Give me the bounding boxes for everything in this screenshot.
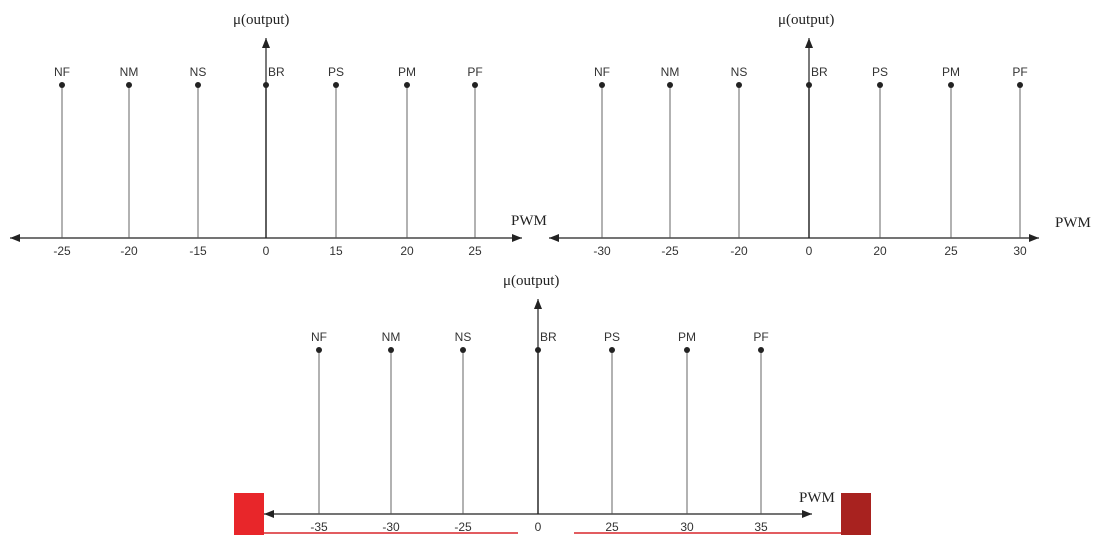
x-tick-label: -20: [120, 244, 138, 258]
x-tick-label: -15: [189, 244, 207, 258]
marker-ns: [195, 82, 201, 88]
x-axis-title: PWM: [1055, 215, 1091, 231]
marker-ps: [333, 82, 339, 88]
marker-pm: [404, 82, 410, 88]
marker-br: [806, 82, 812, 88]
x-tick-label: 20: [873, 244, 887, 258]
x-tick-label: -25: [53, 244, 71, 258]
y-axis-arrow: [534, 299, 542, 309]
set-label-nf: NF: [54, 65, 70, 79]
red-block-right: [841, 493, 871, 535]
set-label-nm: NM: [382, 330, 401, 344]
set-label-ns: NS: [455, 330, 472, 344]
chart-panel-1: μ(output) PWM NF -25 NM -20 NS -15 BR 0 PS 15 PM 20 PF…: [10, 12, 547, 258]
marker-ps: [877, 82, 883, 88]
x-tick-label: 0: [263, 244, 270, 258]
marker-nf: [599, 82, 605, 88]
x-tick-label: 0: [806, 244, 813, 258]
marker-pm: [684, 347, 690, 353]
set-label-nm: NM: [661, 65, 680, 79]
y-axis-title: μ(output): [233, 12, 289, 28]
marker-ns: [460, 347, 466, 353]
x-axis-right-arrow: [512, 234, 522, 242]
marker-br: [263, 82, 269, 88]
set-label-br: BR: [811, 65, 828, 79]
set-label-pm: PM: [678, 330, 696, 344]
red-block-left: [234, 493, 264, 535]
set-label-ns: NS: [731, 65, 748, 79]
marker-ps: [609, 347, 615, 353]
x-axis-left-arrow: [10, 234, 20, 242]
marker-nm: [126, 82, 132, 88]
set-label-pf: PF: [1012, 65, 1027, 79]
y-axis-title: μ(output): [503, 273, 559, 289]
marker-pm: [948, 82, 954, 88]
marker-nf: [59, 82, 65, 88]
x-tick-label: -25: [661, 244, 679, 258]
set-label-br: BR: [268, 65, 285, 79]
marker-pf: [472, 82, 478, 88]
x-tick-label: 20: [400, 244, 414, 258]
set-label-ps: PS: [604, 330, 620, 344]
marker-nm: [667, 82, 673, 88]
set-label-ns: NS: [190, 65, 207, 79]
set-label-pf: PF: [467, 65, 482, 79]
set-label-nf: NF: [311, 330, 327, 344]
y-axis-arrow: [805, 38, 813, 48]
x-tick-label: -20: [730, 244, 748, 258]
x-tick-label: 25: [944, 244, 958, 258]
chart-panel-3: μ(output) PWM NF -35 NM -30 NS -25 BR 0 PS 25 PM 30 PF…: [264, 273, 835, 534]
x-tick-label: -25: [454, 520, 472, 534]
x-axis-left-arrow: [264, 510, 274, 518]
marker-pf: [758, 347, 764, 353]
x-tick-label: 35: [754, 520, 768, 534]
marker-br: [535, 347, 541, 353]
chart-panel-2: μ(output) PWM NF -30 NM -25 NS -20 BR 0 PS 20 PM 25 PF…: [549, 12, 1091, 258]
x-tick-label: 30: [680, 520, 694, 534]
x-axis-right-arrow: [802, 510, 812, 518]
set-label-br: BR: [540, 330, 557, 344]
set-label-pm: PM: [398, 65, 416, 79]
x-axis-right-arrow: [1029, 234, 1039, 242]
set-label-ps: PS: [872, 65, 888, 79]
set-label-pf: PF: [753, 330, 768, 344]
x-tick-label: -35: [310, 520, 328, 534]
y-axis-arrow: [262, 38, 270, 48]
x-tick-label: 0: [535, 520, 542, 534]
set-label-pm: PM: [942, 65, 960, 79]
marker-nf: [316, 347, 322, 353]
set-label-nm: NM: [120, 65, 139, 79]
x-tick-label: 25: [468, 244, 482, 258]
x-tick-label: 25: [605, 520, 619, 534]
set-label-ps: PS: [328, 65, 344, 79]
x-axis-title: PWM: [799, 490, 835, 506]
set-label-nf: NF: [594, 65, 610, 79]
x-tick-label: -30: [382, 520, 400, 534]
marker-pf: [1017, 82, 1023, 88]
marker-ns: [736, 82, 742, 88]
x-tick-label: 30: [1013, 244, 1027, 258]
x-axis-title: PWM: [511, 213, 547, 229]
x-axis-left-arrow: [549, 234, 559, 242]
y-axis-title: μ(output): [778, 12, 834, 28]
x-tick-label: -30: [593, 244, 611, 258]
marker-nm: [388, 347, 394, 353]
x-tick-label: 15: [329, 244, 343, 258]
